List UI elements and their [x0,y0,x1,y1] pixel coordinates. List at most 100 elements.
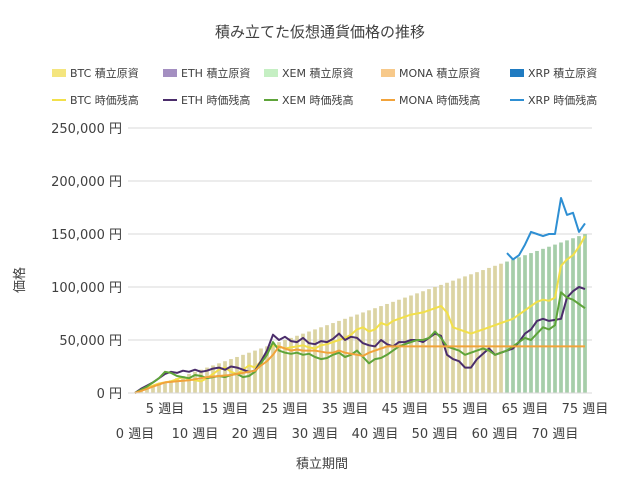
principal-bar [313,329,317,393]
principal-bar [385,303,389,393]
principal-bar [271,344,275,393]
principal-bar [331,323,335,393]
principal-bar [259,348,263,393]
principal-bar [457,278,461,393]
x-tick-label: 45 週目 [382,402,429,417]
x-axis-title: 積立期間 [296,457,348,472]
legend-label: XEM 時価残高 [282,93,353,107]
principal-bar [295,335,299,393]
principal-bar [583,234,587,393]
principal-bar [283,340,287,393]
legend-label: ETH 積立原資 [181,66,250,80]
principal-bar [157,384,161,393]
series-line [134,345,585,394]
x-tick-label: 60 週目 [472,427,519,442]
x-tick-label: 70 週目 [532,427,579,442]
legend-label: XEM 積立原資 [282,66,353,80]
principal-bar [463,276,467,393]
principal-bar [361,312,365,393]
principal-bar [505,261,509,393]
principal-bar [151,386,155,393]
principal-bar [511,259,515,393]
legend-label: XRP 時価残高 [528,93,597,107]
y-tick-label: 150,000 円 [51,228,122,243]
principal-bar [415,293,419,393]
principal-bar [391,301,395,393]
x-tick-label: 20 週目 [232,427,279,442]
principal-bar [181,376,185,393]
legend-label: BTC 積立原資 [70,66,139,80]
legend-swatch [510,69,524,77]
principal-bar [217,363,221,393]
y-tick-label: 0 円 [97,387,122,402]
legend-label: MONA 時価残高 [399,93,480,107]
principal-bar [265,346,269,393]
legend-label: XRP 積立原資 [528,66,597,80]
principal-bar [301,333,305,393]
principal-bar [211,365,215,393]
principal-bar [529,253,533,393]
principal-bar [403,297,407,393]
principal-bar [187,373,191,393]
principal-bar [193,371,197,393]
x-tick-label: 5 週目 [146,402,184,417]
principal-bar [493,265,497,393]
principal-bar [523,255,527,393]
principal-bar [355,314,359,393]
x-tick-label: 30 週目 [292,427,339,442]
principal-bar [571,238,575,393]
principal-bar [475,272,479,393]
principal-bar [553,244,557,393]
x-tick-label: 15 週目 [202,402,249,417]
value-lines [134,197,586,394]
principal-bar [433,287,437,393]
y-axis-title: 価格 [12,267,28,293]
series-line [506,197,586,261]
x-tick-label: 40 週目 [352,427,399,442]
principal-bar [145,388,149,393]
x-tick-label: 35 週目 [322,402,369,417]
principal-bar [487,267,491,393]
principal-bar [205,367,209,393]
legend-label: MONA 積立原資 [399,66,480,80]
legend-label: BTC 時価残高 [70,93,139,107]
principal-bar [427,289,431,393]
principal-bar [541,248,545,393]
principal-bar [499,263,503,393]
principal-bar [241,354,245,393]
y-axis: 0 円 50,000 円 100,000 円 150,000 円 200,000 円 25… [51,122,122,402]
y-tick-label: 250,000 円 [51,122,122,137]
x-axis: 5 週目 15 週目 25 週目 35 週目 45 週目 55 週目 65 週目 75 週目 0… [116,402,609,442]
x-tick-label: 55 週目 [442,402,489,417]
principal-bar [409,295,413,393]
x-tick-label: 0 週目 [116,427,154,442]
x-tick-label: 50 週目 [412,427,459,442]
principal-bar [277,342,281,393]
principal-bar [565,240,569,393]
principal-bar [169,380,173,393]
legend: BTC 積立原資 ETH 積立原資 XEM 積立原資 MONA 積立原資 XRP 積立原… [52,66,597,107]
principal-bar [163,382,167,393]
principal-bar [577,236,581,393]
principal-bar [451,280,455,393]
x-tick-label: 25 週目 [262,402,309,417]
legend-swatch [264,69,278,77]
principal-bar [289,337,293,393]
legend-swatch [381,69,395,77]
principal-bar [445,282,449,393]
principal-bar [319,327,323,393]
principal-bar [517,257,521,393]
x-tick-label: 65 週目 [502,402,549,417]
principal-bar [337,320,341,393]
legend-label: ETH 時価残高 [181,93,250,107]
principal-bar [175,378,179,393]
x-tick-label: 10 週目 [172,427,219,442]
principal-bar [481,270,485,393]
principal-bar [307,331,311,393]
legend-swatch [163,69,177,77]
principal-bar [247,352,251,393]
x-tick-label: 75 週目 [562,402,609,417]
principal-bar [325,325,329,393]
y-tick-label: 200,000 円 [51,175,122,190]
